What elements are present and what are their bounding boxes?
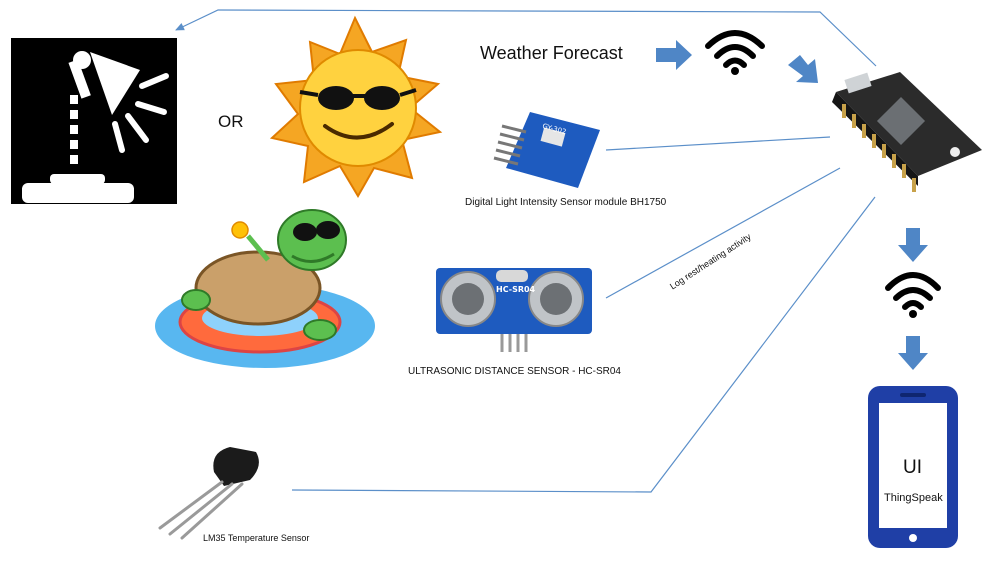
arrow-down-icon [898, 228, 928, 262]
wifi-icon-2 [885, 272, 941, 318]
ultrasonic-sensor: HC-SR04 [436, 268, 592, 352]
wifi-icon [705, 30, 765, 75]
line-temperature [291, 196, 876, 493]
sun-icon [269, 15, 443, 198]
line-light-sensor [605, 136, 831, 151]
connection-lines [175, 9, 877, 493]
phone-icon [868, 386, 958, 548]
light-sensor-module: GY-302 [493, 112, 600, 188]
arrow-down-icon-2 [898, 336, 928, 370]
light-sensor-label: Digital Light Intensity Sensor module BH… [465, 197, 667, 208]
phone-ui-label: UI [903, 457, 922, 478]
lamp-icon [11, 38, 177, 204]
hc-sr04-chip-label: HC-SR04 [496, 285, 536, 294]
temperature-sensor [158, 447, 259, 540]
arrow-right-icon [656, 40, 692, 70]
weather-forecast-label: Weather Forecast [480, 43, 623, 63]
ultrasonic-sensor-label: ULTRASONIC DISTANCE SENSOR - HC-SR04 [408, 366, 621, 377]
arrow-diagonal-icon [788, 55, 818, 83]
temperature-sensor-label: LM35 Temperature Sensor [203, 533, 310, 543]
microcontroller-icon [832, 72, 982, 192]
line-ultrasonic [605, 167, 841, 299]
phone-app-label: ThingSpeak [884, 492, 943, 504]
line-to-lamp [175, 9, 877, 67]
block-arrows [656, 40, 928, 370]
or-label: OR [218, 112, 244, 131]
turtle-icon [155, 209, 375, 368]
